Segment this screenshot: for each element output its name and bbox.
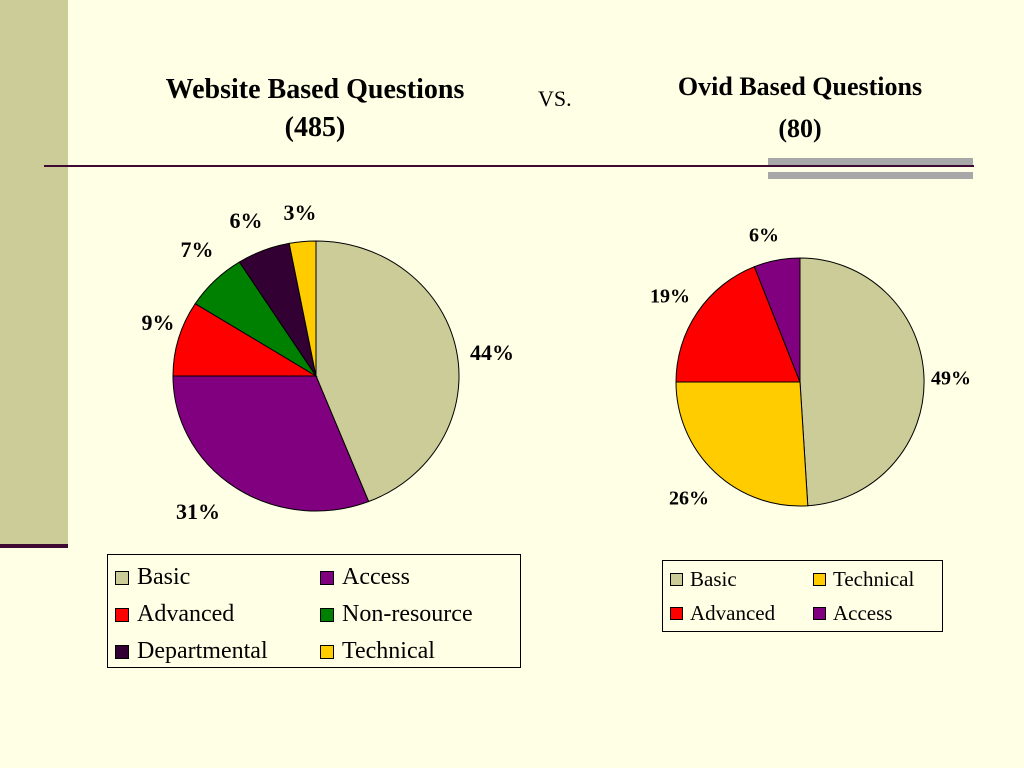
legend-item-advanced: Advanced: [115, 601, 234, 628]
legend-swatch: [813, 607, 826, 620]
pie-slice-advanced: [172, 302, 318, 377]
legend-swatch: [670, 607, 683, 620]
vs-label: VS.: [538, 86, 572, 111]
legend-swatch: [115, 607, 129, 622]
data-label-basic: 44%: [470, 340, 514, 365]
legend-swatch: [670, 573, 683, 586]
legend-label: Advanced: [137, 601, 235, 627]
legend-item-non-resource: Non-resource: [320, 601, 473, 628]
data-label-access: 31%: [176, 499, 220, 524]
legend-label: Access: [342, 564, 410, 590]
legend-label: Technical: [342, 638, 435, 664]
right-chart-legend: Basic Technical Advanced Access: [662, 560, 943, 632]
data-label-access: 6%: [749, 225, 779, 247]
legend-swatch: [813, 573, 826, 586]
side-accent-bar: [0, 0, 68, 548]
right-chart-title: Ovid Based Questions: [677, 72, 923, 101]
left-chart-title: Website Based Questions: [165, 74, 465, 105]
legend-label: Non-resource: [342, 601, 473, 627]
legend-item-technical: Technical: [320, 638, 435, 665]
legend-label: Basic: [137, 564, 191, 590]
legend-label: Access: [833, 601, 893, 625]
pie-slice-basic: [315, 240, 460, 503]
data-label-technical: 3%: [284, 200, 317, 225]
legend-swatch: [115, 570, 129, 585]
side-accent-line: [0, 544, 68, 548]
pie-slice-access: [753, 257, 801, 383]
pie-slice-technical: [675, 381, 809, 507]
data-label-departmental: 6%: [230, 208, 263, 233]
pie-slice-technical: [288, 240, 317, 377]
legend-swatch: [320, 644, 334, 659]
legend-label: Technical: [833, 567, 915, 591]
left-chart-legend: Basic Access Advanced Non-resource Departmen…: [107, 554, 521, 668]
pie-slice-access: [172, 375, 370, 512]
data-label-advanced: 9%: [142, 310, 175, 335]
legend-label: Departmental: [137, 638, 268, 664]
legend-item-basic: Basic: [670, 567, 737, 592]
legend-item-advanced: Advanced: [670, 601, 775, 626]
pie-slice-advanced: [675, 266, 801, 383]
legend-item-technical: Technical: [813, 567, 914, 592]
left-chart-count: (485): [284, 112, 346, 143]
data-label-technical: 26%: [669, 488, 709, 510]
grey-accent-bar-top: [768, 158, 973, 165]
legend-label: Basic: [690, 567, 737, 591]
data-label-non-resource: 7%: [181, 237, 214, 262]
data-label-advanced: 19%: [650, 286, 690, 308]
grey-accent-bar-bottom: [768, 172, 973, 179]
legend-item-departmental: Departmental: [115, 638, 268, 665]
legend-label: Advanced: [690, 601, 776, 625]
legend-item-basic: Basic: [115, 564, 190, 591]
pie-slice-basic: [799, 257, 925, 507]
title-rule: [44, 165, 974, 167]
data-label-basic: 49%: [931, 368, 971, 390]
legend-item-access: Access: [813, 601, 892, 626]
legend-item-access: Access: [320, 564, 410, 591]
legend-swatch: [115, 644, 129, 659]
legend-swatch: [320, 607, 334, 622]
legend-swatch: [320, 570, 334, 585]
right-chart-count: (80): [778, 114, 822, 143]
